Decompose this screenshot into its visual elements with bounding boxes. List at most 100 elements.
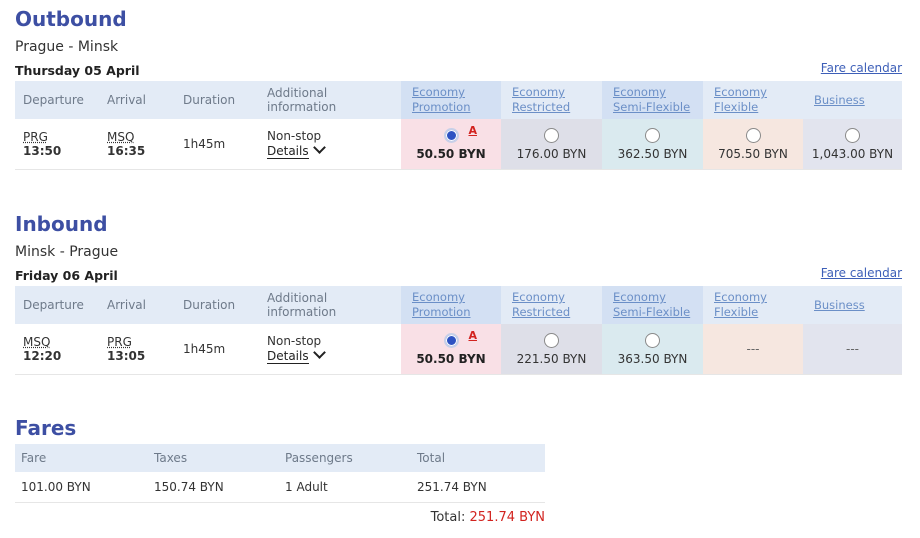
fare-class-label[interactable]: Economy Promotion	[412, 290, 471, 319]
col-duration: Duration	[175, 81, 259, 119]
fare-amount: 101.00 BYN	[15, 472, 148, 503]
inbound-flight-row: MSQ 12:20 PRG 13:05 1h45m Non-stop Detai…	[15, 324, 902, 375]
details-link[interactable]: Details	[267, 349, 309, 364]
outbound-header-row: Departure Arrival Duration Additional in…	[15, 81, 902, 119]
fare-class-economy-flexible[interactable]: Economy Flexible	[703, 286, 803, 324]
fare-class-economy-restricted[interactable]: Economy Restricted	[501, 81, 602, 119]
departure-time: 13:50	[23, 144, 62, 158]
fare-price: 50.50 BYN	[416, 146, 486, 161]
fare-class-label[interactable]: Economy Semi-Flexible	[613, 85, 691, 114]
arrival-cell: PRG 13:05	[99, 324, 175, 375]
fares-header-row: Fare Taxes Passengers Total	[15, 444, 545, 472]
outbound-fare-calendar-link[interactable]: Fare calendar	[820, 61, 902, 75]
arrival-time: 16:35	[107, 144, 146, 158]
fares-heading: Fares	[15, 416, 77, 440]
inbound-flight-table: Departure Arrival Duration Additional in…	[15, 286, 902, 375]
fare-price: 1,043.00 BYN	[811, 146, 894, 161]
col-taxes: Taxes	[148, 444, 279, 472]
fare-class-label[interactable]: Business	[814, 297, 865, 312]
additional-info-cell: Non-stop Details	[259, 119, 401, 170]
fare-option-economy-promotion[interactable]: A 50.50 BYN	[401, 119, 501, 170]
fare-radio[interactable]	[544, 127, 559, 143]
fares-table: Fare Taxes Passengers Total 101.00 BYN 1…	[15, 444, 545, 503]
fare-option-business[interactable]: 1,043.00 BYN	[803, 119, 902, 170]
additional-info-cell: Non-stop Details	[259, 324, 401, 375]
fares-section: Fares Fare Taxes Passengers Total 101.00…	[15, 416, 902, 525]
fare-radio[interactable]	[544, 332, 559, 348]
fare-option-economy-promotion[interactable]: A 50.50 BYN	[401, 324, 501, 375]
row-total: 251.74 BYN	[411, 472, 545, 503]
arrival-time: 13:05	[107, 349, 146, 363]
fare-class-economy-semi-flexible[interactable]: Economy Semi-Flexible	[602, 286, 703, 324]
fare-class-label[interactable]: Economy Flexible	[714, 290, 767, 319]
fare-radio-selected[interactable]	[443, 127, 459, 143]
fare-class-label[interactable]: Economy Semi-Flexible	[613, 290, 691, 319]
stops-label: Non-stop	[267, 334, 322, 348]
fare-option-economy-semi-flexible[interactable]: 362.50 BYN	[602, 119, 703, 170]
fare-radio-selected[interactable]	[443, 332, 459, 348]
fare-unavailable: ---	[746, 342, 760, 356]
availability-flag-icon[interactable]: A	[468, 329, 477, 342]
inbound-date-row: Friday 06 April Fare calendar	[15, 266, 902, 284]
fare-price: 176.00 BYN	[516, 146, 587, 161]
details-link[interactable]: Details	[267, 144, 309, 159]
departure-airport-code[interactable]: PRG	[23, 130, 48, 144]
col-duration: Duration	[175, 286, 259, 324]
details-toggle[interactable]: Details	[267, 346, 393, 364]
inbound-section: Inbound Minsk - Prague Friday 06 April F…	[15, 212, 902, 375]
fare-option-economy-restricted[interactable]: 221.50 BYN	[501, 324, 602, 375]
arrival-cell: MSQ 16:35	[99, 119, 175, 170]
chevron-down-icon[interactable]	[312, 141, 326, 154]
fare-price: 221.50 BYN	[516, 351, 587, 366]
arrival-airport-code[interactable]: MSQ	[107, 130, 135, 144]
duration-cell: 1h45m	[175, 324, 259, 375]
inbound-fare-calendar-link[interactable]: Fare calendar	[820, 266, 902, 280]
duration-cell: 1h45m	[175, 119, 259, 170]
fare-class-economy-semi-flexible[interactable]: Economy Semi-Flexible	[602, 81, 703, 119]
col-passengers: Passengers	[279, 444, 411, 472]
outbound-route: Prague - Minsk	[15, 39, 119, 55]
total-label: Total:	[430, 510, 466, 525]
inbound-route: Minsk - Prague	[15, 244, 119, 260]
fare-class-business[interactable]: Business	[803, 286, 902, 324]
departure-time: 12:20	[23, 349, 62, 363]
fare-option-economy-restricted[interactable]: 176.00 BYN	[501, 119, 602, 170]
fare-class-label[interactable]: Business	[814, 92, 865, 107]
departure-airport-code[interactable]: MSQ	[23, 335, 51, 349]
fare-option-business: ---	[803, 324, 902, 375]
fare-option-economy-flexible[interactable]: 705.50 BYN	[703, 119, 803, 170]
outbound-date: Thursday 05 April	[15, 63, 140, 78]
fare-radio[interactable]	[645, 127, 660, 143]
outbound-date-row: Thursday 05 April Fare calendar	[15, 61, 902, 79]
fare-class-economy-restricted[interactable]: Economy Restricted	[501, 286, 602, 324]
col-total: Total	[411, 444, 545, 472]
fare-unavailable: ---	[846, 342, 859, 356]
fare-class-label[interactable]: Economy Restricted	[512, 290, 571, 319]
fare-radio[interactable]	[645, 332, 660, 348]
fare-class-economy-flexible[interactable]: Economy Flexible	[703, 81, 803, 119]
col-fare: Fare	[15, 444, 148, 472]
outbound-heading: Outbound	[15, 7, 127, 31]
fare-class-business[interactable]: Business	[803, 81, 902, 119]
outbound-section: Outbound Prague - Minsk Thursday 05 Apri…	[15, 7, 902, 170]
grand-total: Total: 251.74 BYN	[15, 510, 545, 525]
fare-class-economy-promotion[interactable]: Economy Promotion	[401, 286, 501, 324]
fare-class-economy-promotion[interactable]: Economy Promotion	[401, 81, 501, 119]
col-additional-info: Additional information	[259, 81, 401, 119]
fare-radio[interactable]	[845, 127, 860, 143]
fare-class-label[interactable]: Economy Restricted	[512, 85, 571, 114]
fares-row: 101.00 BYN 150.74 BYN 1 Adult 251.74 BYN	[15, 472, 545, 503]
passengers-count: 1 Adult	[279, 472, 411, 503]
outbound-flight-row: PRG 13:50 MSQ 16:35 1h45m Non-stop Detai…	[15, 119, 902, 170]
availability-flag-icon[interactable]: A	[468, 124, 477, 137]
details-toggle[interactable]: Details	[267, 141, 393, 159]
col-additional-info: Additional information	[259, 286, 401, 324]
fare-option-economy-semi-flexible[interactable]: 363.50 BYN	[602, 324, 703, 375]
fare-class-label[interactable]: Economy Promotion	[412, 85, 471, 114]
inbound-date: Friday 06 April	[15, 268, 118, 283]
arrival-airport-code[interactable]: PRG	[107, 335, 132, 349]
total-amount: 251.74 BYN	[469, 510, 546, 525]
chevron-down-icon[interactable]	[312, 346, 326, 359]
fare-radio[interactable]	[745, 127, 761, 143]
fare-class-label[interactable]: Economy Flexible	[714, 85, 767, 114]
